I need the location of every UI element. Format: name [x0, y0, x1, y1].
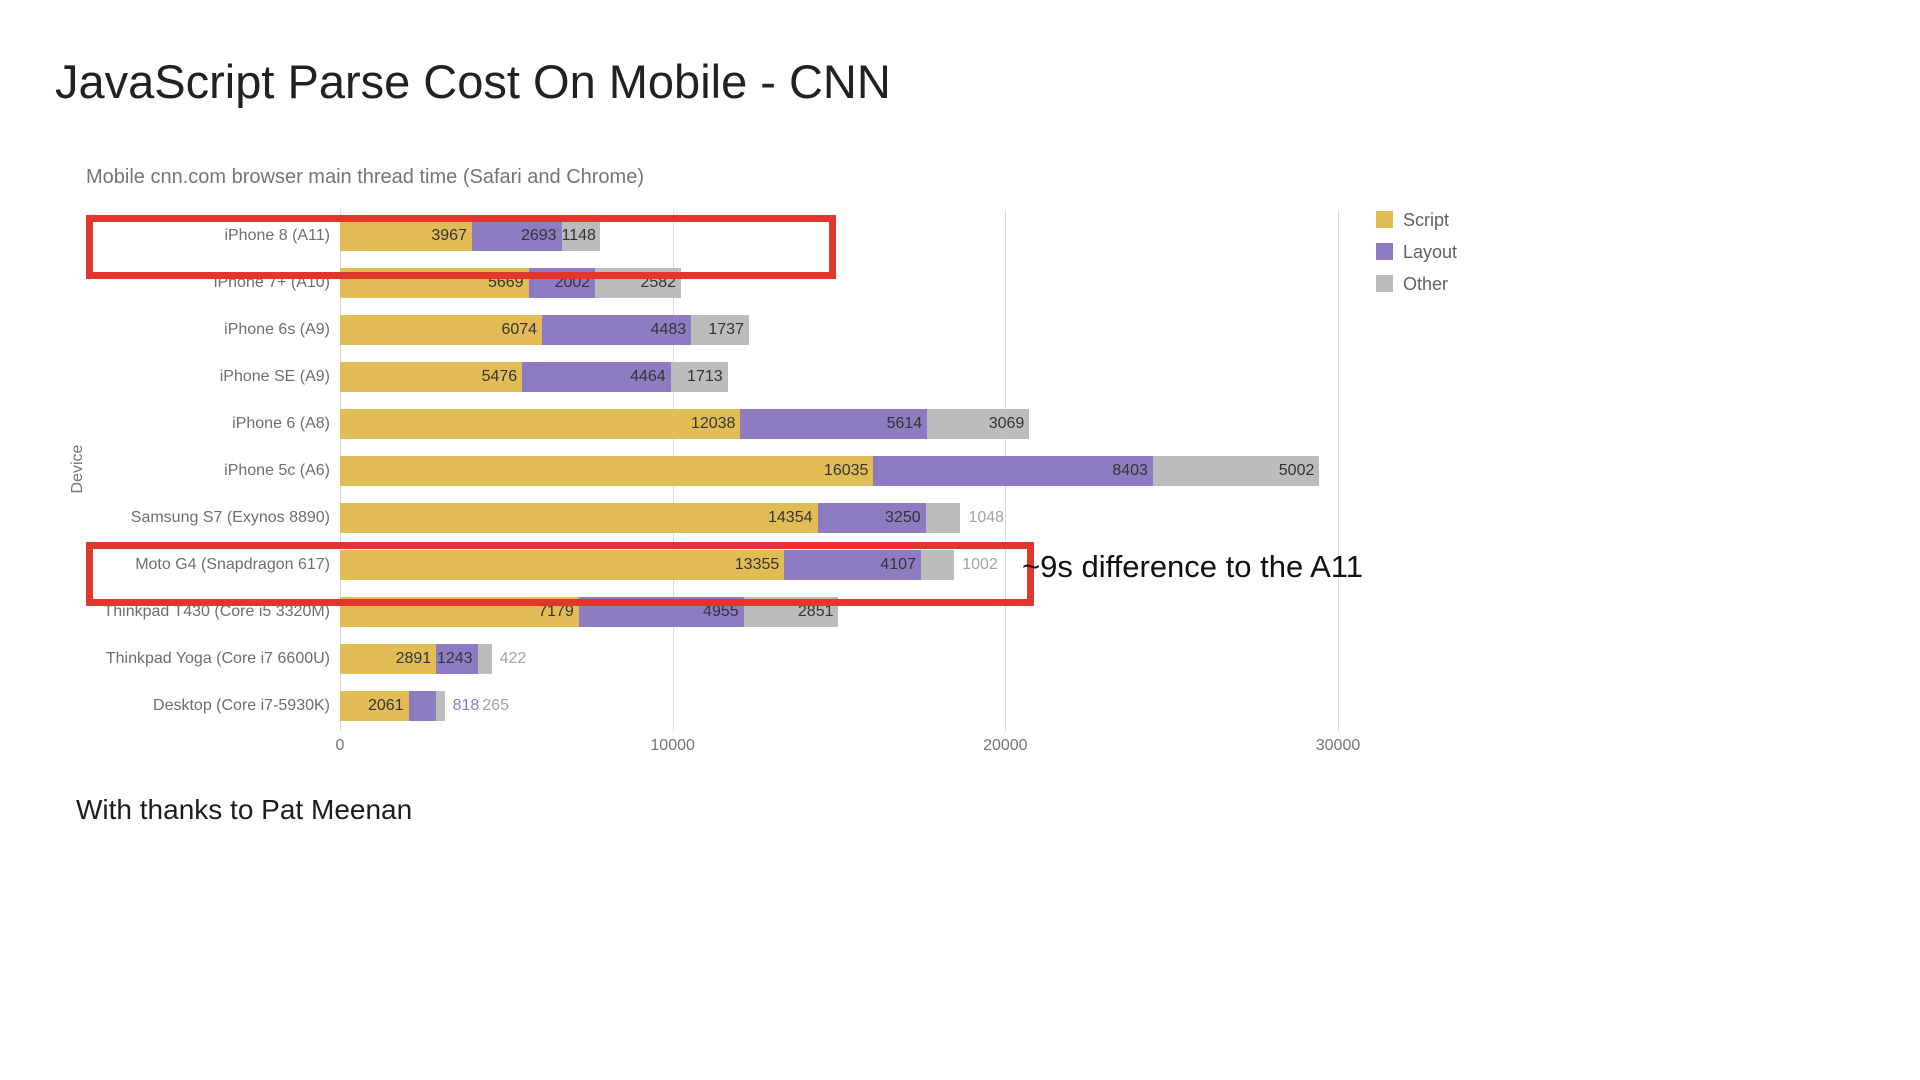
legend-label-other: Other — [1403, 274, 1449, 294]
category-label: Thinkpad Yoga (Core i7 6600U) — [105, 649, 330, 667]
value-label: 2851 — [797, 602, 834, 620]
value-label: 1243 — [436, 649, 473, 667]
bar-segment-other — [920, 549, 955, 580]
category-label: iPhone 6 (A8) — [232, 414, 330, 432]
bar-segment-layout — [542, 314, 692, 345]
x-axis-tick-label: 20000 — [983, 737, 1028, 754]
value-label: 7179 — [538, 602, 574, 620]
bar-segment-layout — [471, 220, 562, 251]
category-label: iPhone 6s (A9) — [224, 320, 330, 338]
value-label: 818 — [452, 696, 480, 714]
value-label: 13355 — [734, 555, 780, 573]
value-label: 2891 — [395, 649, 432, 667]
bar-segment-script — [340, 361, 523, 392]
value-label: 265 — [482, 696, 509, 714]
value-label: 16035 — [823, 461, 869, 479]
category-label: Desktop (Core i7-5930K) — [153, 696, 330, 714]
value-label: 4107 — [880, 555, 916, 573]
value-label: 5002 — [1278, 461, 1315, 479]
value-label: 5614 — [886, 414, 923, 432]
value-label: 4464 — [630, 367, 666, 385]
x-axis-tick-label: 10000 — [650, 737, 695, 754]
value-label: 12038 — [690, 414, 736, 432]
highlight-box-motog4 — [86, 542, 1034, 606]
category-label: Moto G4 (Snapdragon 617) — [135, 555, 330, 573]
value-label: 4955 — [703, 602, 739, 620]
value-label: 3250 — [885, 508, 921, 526]
value-label: 1737 — [708, 320, 744, 338]
value-label: 3069 — [988, 414, 1025, 432]
bar-segment-layout — [817, 502, 926, 533]
bar-segment-other — [435, 690, 445, 721]
value-label: 1148 — [561, 226, 596, 244]
bar-segment-script — [340, 643, 437, 674]
bar-segment-other — [691, 314, 749, 345]
value-label: 6074 — [501, 320, 538, 338]
legend-label-script: Script — [1403, 210, 1450, 230]
bar-segment-script — [340, 549, 785, 580]
value-label: 1002 — [962, 555, 998, 573]
category-label: iPhone SE (A9) — [219, 367, 330, 385]
category-label: iPhone 5c (A6) — [224, 461, 330, 479]
bar-segment-layout — [873, 455, 1153, 486]
bar-segment-layout — [436, 643, 478, 674]
page-title: JavaScript Parse Cost On Mobile - CNN — [55, 55, 891, 108]
value-label: 5476 — [481, 367, 518, 385]
legend-swatch-script — [1376, 211, 1393, 228]
value-label: 4483 — [650, 320, 687, 338]
value-label: 1048 — [968, 508, 1005, 526]
value-label: 1713 — [687, 367, 723, 385]
value-label: 2693 — [520, 226, 557, 244]
value-label: 8403 — [1112, 461, 1148, 479]
bar-segment-other — [927, 408, 1030, 439]
bar-segment-layout — [784, 549, 921, 580]
bar-segment-other — [670, 361, 728, 392]
x-gridline — [1338, 210, 1339, 731]
bar-segment-script — [340, 455, 874, 486]
x-axis-tick-label: 30000 — [1315, 737, 1361, 754]
category-label: Samsung S7 (Exynos 8890) — [130, 508, 330, 526]
bar-segment-script — [340, 502, 818, 533]
value-label: 14354 — [768, 508, 813, 526]
bar-segment-other — [561, 220, 600, 251]
bar-segment-other — [477, 643, 492, 674]
bar-segment-layout — [522, 361, 671, 392]
legend-swatch-layout — [1376, 243, 1393, 260]
bar-segment-other — [1152, 455, 1320, 486]
footer-credit: With thanks to Pat Meenan — [76, 794, 413, 825]
category-label: iPhone 8 (A11) — [224, 226, 330, 244]
chart-title: Mobile cnn.com browser main thread time … — [86, 166, 644, 188]
bar-segment-script — [340, 690, 409, 721]
category-label: Thinkpad T430 (Core i5 3320M) — [103, 602, 331, 620]
bar-segment-layout — [408, 690, 436, 721]
value-label: 3967 — [431, 226, 467, 244]
legend-swatch-other — [1376, 275, 1393, 292]
bar-segment-layout — [740, 408, 928, 439]
bar-segment-script — [340, 220, 472, 251]
bar-segment-other — [925, 502, 961, 533]
value-label: 422 — [499, 649, 527, 667]
legend-label-layout: Layout — [1403, 242, 1458, 262]
bar-segment-script — [340, 314, 543, 345]
annotation-text: ~9s difference to the A11 — [1022, 549, 1363, 584]
x-axis-tick-label: 0 — [335, 737, 345, 754]
value-label: 2061 — [367, 696, 404, 714]
bar-segment-script — [340, 408, 741, 439]
highlight-box-iphone8 — [86, 215, 836, 279]
